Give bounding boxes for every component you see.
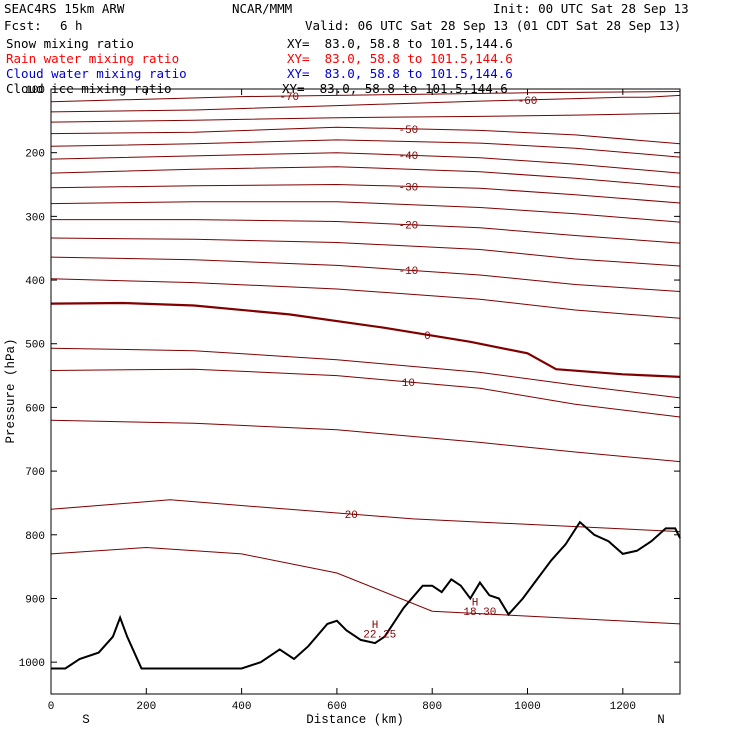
x-tick-label: 400 [232,701,252,713]
contour-line-5 [50,347,681,399]
field-snow-name: Snow mixing ratio [6,36,134,51]
fcst-label: Fcst: [4,18,42,33]
y-tick-label: 100 [25,85,45,97]
y-tick-label: 400 [25,276,45,288]
contour-label--50: -50 [398,125,418,137]
contour-line--50 [50,126,681,145]
annotation-label-1: 22.25 [363,630,396,642]
y-tick-label: 600 [25,403,45,415]
x-axis-title: Distance (km) [306,713,404,727]
y-tick-label: 300 [25,212,45,224]
temperature-contours: -60 -70 -50 -40 -30 -20 -10 0 10 20 [50,91,681,625]
contour-line--35 [50,166,681,188]
contour-label-20: 20 [345,510,358,522]
annotation-label-3: 18.30 [463,607,496,619]
contour-label-10: 10 [402,378,415,390]
x-tick-label: 1200 [610,701,636,713]
contour-line-20 [50,499,681,533]
contour-line--15 [50,237,681,267]
x-tick-label: 1000 [514,701,540,713]
contour-line-0 [50,301,681,378]
contour-line-10 [50,368,681,418]
field-cloudwater-xy: XY= 83.0, 58.8 to 101.5,144.6 [287,66,513,81]
contour-line-25 [50,546,681,625]
axes: 0 200 400 600 800 1000 12001000900800700600500… [19,85,680,713]
contour-line--55 [50,112,681,123]
init-time: Init: 00 UTC Sat 28 Sep 13 [493,1,689,16]
contour-label--60: -60 [518,96,538,108]
y-axis-title: Pressure (hPa) [4,338,18,443]
x-tick-label: 0 [48,701,55,713]
contour-line--10 [50,256,681,292]
annotation-label-2: H [472,598,479,610]
contour-label-0: 0 [424,331,431,343]
y-tick-label: 200 [25,149,45,161]
y-tick-label: 700 [25,467,45,479]
contour-line--40 [50,152,681,174]
model-title: SEAC4RS 15km ARW [4,1,125,16]
field-snow-xy: XY= 83.0, 58.8 to 101.5,144.6 [287,36,513,51]
field-rain-xy: XY= 83.0, 58.8 to 101.5,144.6 [287,51,513,66]
contour-line--20 [51,219,681,244]
contour-line--60 [50,94,681,113]
contour-line-15 [50,419,681,463]
endpoint-right: N [657,713,665,727]
x-tick-label: 800 [422,701,442,713]
plot-frame [50,88,681,695]
field-cloudwater-name: Cloud water mixing ratio [6,66,187,81]
endpoint-left: S [82,713,90,727]
contour-line--25 [50,201,681,223]
y-tick-label: 500 [25,340,45,352]
valid-time: Valid: 06 UTC Sat 28 Sep 13 (01 CDT Sat … [305,18,682,33]
y-tick-label: 900 [25,594,45,606]
contour-label--30: -30 [398,182,418,194]
field-rain-name: Rain water mixing ratio [6,51,180,66]
contour-line--5 [50,278,681,319]
x-tick-label: 200 [136,701,156,713]
y-tick-label: 1000 [19,658,45,670]
contour-label--10: -10 [398,266,418,278]
contour-label--40: -40 [398,151,418,163]
contour-line--45 [50,139,681,158]
contour-label--20: -20 [398,221,418,233]
contour-line--30 [50,183,681,204]
terrain-line [51,520,681,670]
annotation-label-0: H [372,620,379,632]
contour-line--70 [50,91,681,103]
org-label: NCAR/MMM [232,1,293,16]
terrain-profile [51,520,681,670]
x-tick-label: 600 [327,701,347,713]
fcst-value: 6 h [60,18,83,33]
contour-label--70: -70 [279,92,299,104]
y-tick-label: 800 [25,531,45,543]
